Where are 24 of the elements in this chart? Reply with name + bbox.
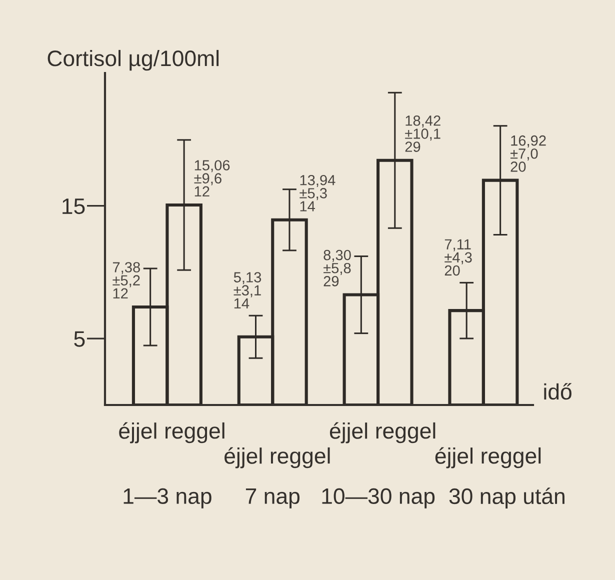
x-tick-label: 10—30 nap xyxy=(322,488,435,508)
text: éjjel xyxy=(224,447,262,468)
data-label: 8,30 ±5,8 29 xyxy=(324,250,351,286)
series-label: reggel xyxy=(166,422,224,444)
text: reggel xyxy=(376,422,436,444)
data-label: 7,11 ±4,3 20 xyxy=(444,239,472,276)
data-label: 13,94 ±5,3 14 xyxy=(300,174,336,212)
data-label: 16,92 ±7,0 20 xyxy=(510,135,546,172)
text: éjjel xyxy=(435,447,472,468)
data-label: 18,42 ±10,1 29 xyxy=(405,115,440,152)
text: reggel xyxy=(482,447,541,468)
series-label: éjjel xyxy=(119,422,156,444)
data-label: 7,38 ±5,2 12 xyxy=(112,262,140,298)
data-label: 15,06 ±9,6 12 xyxy=(194,160,230,196)
y-tick-label: 15 xyxy=(62,198,85,214)
data-label: 5,13 ±3,1 14 xyxy=(234,272,262,308)
x-tick-label: 1—3 nap xyxy=(124,488,212,508)
x-tick-label: 7 nap xyxy=(246,488,300,508)
y-tick-label: 5 xyxy=(74,331,85,347)
text: reggel xyxy=(270,447,330,468)
x-tick-label: 30 nap után xyxy=(449,488,564,509)
text: éjjel xyxy=(330,422,368,444)
y-axis-title: Cortisol µg/100ml xyxy=(48,50,219,71)
x-axis-title: idő xyxy=(544,383,572,400)
